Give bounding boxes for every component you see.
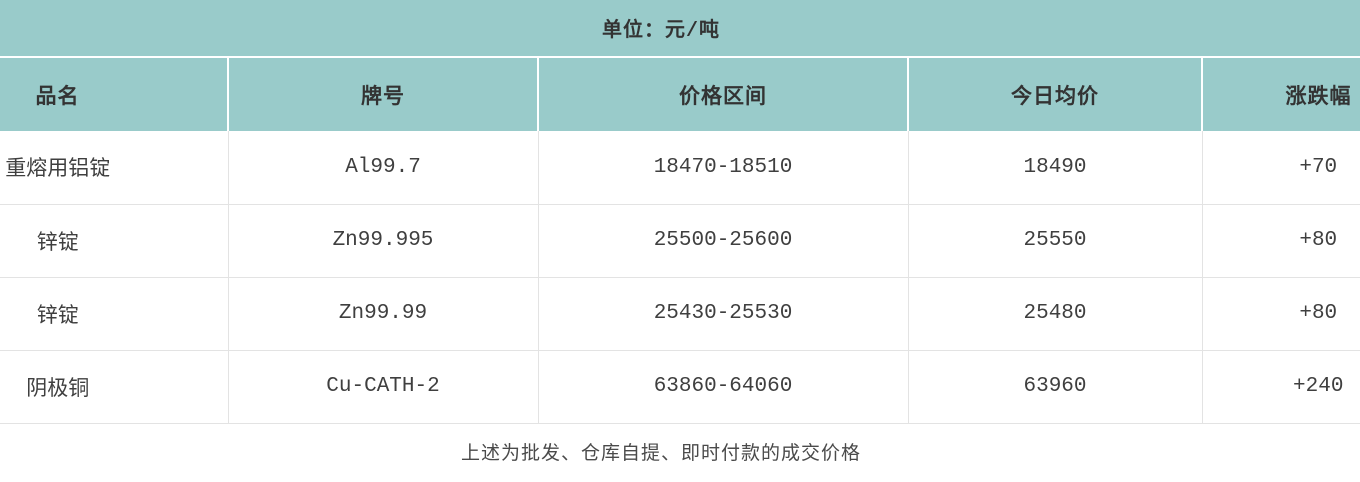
cell-avg-price: 25550 (907, 204, 1202, 278)
cell-change: +80 (1201, 277, 1360, 351)
cell-grade: Zn99.99 (227, 277, 538, 351)
metal-price-table: 品名 牌号 价格区间 今日均价 涨跌幅 重熔用铝锭 Al99.7 18470-1… (0, 58, 1360, 424)
unit-banner: 单位：元/吨 (0, 0, 1360, 56)
header-row: 品名 牌号 价格区间 今日均价 涨跌幅 (0, 58, 1360, 131)
table-row: 重熔用铝锭 Al99.7 18470-18510 18490 +70 (0, 131, 1360, 205)
cell-product: 重熔用铝锭 (0, 131, 228, 205)
table-row: 阴极铜 Cu-CATH-2 63860-64060 63960 +240 (0, 350, 1360, 424)
cell-change: +240 (1201, 350, 1360, 424)
cell-price-range: 63860-64060 (537, 350, 908, 424)
cell-product: 锌锭 (0, 277, 228, 351)
cell-grade: Al99.7 (227, 131, 538, 205)
table-row: 锌锭 Zn99.995 25500-25600 25550 +80 (0, 204, 1360, 278)
cell-price-range: 25430-25530 (537, 277, 908, 351)
cell-avg-price: 18490 (907, 131, 1202, 205)
divider (0, 56, 1360, 58)
column-header-avg-price: 今日均价 (907, 58, 1202, 131)
column-header-grade: 牌号 (227, 58, 538, 131)
footer-note: 上述为批发、仓库自提、即时付款的成交价格 (460, 443, 861, 465)
cell-price-range: 25500-25600 (537, 204, 908, 278)
unit-label: 单位：元/吨 (601, 20, 720, 43)
column-header-price-range: 价格区间 (537, 58, 908, 131)
table-row: 锌锭 Zn99.99 25430-25530 25480 +80 (0, 277, 1360, 351)
cell-grade: Zn99.995 (227, 204, 538, 278)
cell-grade: Cu-CATH-2 (227, 350, 538, 424)
cell-price-range: 18470-18510 (537, 131, 908, 205)
cell-change: +70 (1201, 131, 1360, 205)
column-header-product: 品名 (0, 58, 228, 131)
cell-avg-price: 25480 (907, 277, 1202, 351)
column-header-change: 涨跌幅 (1201, 58, 1360, 131)
cell-product: 阴极铜 (0, 350, 228, 424)
cell-product: 锌锭 (0, 204, 228, 278)
cell-change: +80 (1201, 204, 1360, 278)
cell-avg-price: 63960 (907, 350, 1202, 424)
footer-note-bar: 上述为批发、仓库自提、即时付款的成交价格 (0, 423, 1360, 480)
